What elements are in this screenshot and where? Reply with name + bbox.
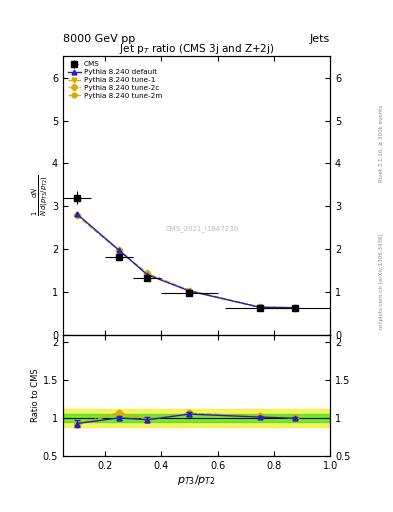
Line: Pythia 8.240 tune-2c: Pythia 8.240 tune-2c xyxy=(75,212,298,310)
Pythia 8.240 tune-1 xyxy=(293,305,298,311)
Pythia 8.240 tune-2c xyxy=(257,304,262,310)
Text: 8000 GeV pp: 8000 GeV pp xyxy=(63,33,135,44)
Pythia 8.240 tune-2m xyxy=(293,305,298,311)
Line: Pythia 8.240 tune-1: Pythia 8.240 tune-1 xyxy=(75,213,298,310)
Legend: CMS, Pythia 8.240 default, Pythia 8.240 tune-1, Pythia 8.240 tune-2c, Pythia 8.2: CMS, Pythia 8.240 default, Pythia 8.240 … xyxy=(66,59,164,101)
Pythia 8.240 tune-1 xyxy=(75,212,79,219)
Pythia 8.240 tune-2c xyxy=(293,305,298,311)
Line: Pythia 8.240 default: Pythia 8.240 default xyxy=(75,211,298,310)
X-axis label: $p_{T3}/p_{T2}$: $p_{T3}/p_{T2}$ xyxy=(177,473,216,487)
Pythia 8.240 tune-2m xyxy=(117,247,121,253)
Y-axis label: Ratio to CMS: Ratio to CMS xyxy=(31,368,40,422)
Text: Jets: Jets xyxy=(310,33,330,44)
Pythia 8.240 tune-2c xyxy=(187,287,192,293)
Pythia 8.240 default xyxy=(257,304,262,310)
Bar xyxy=(63,414,330,422)
Line: Pythia 8.240 tune-2m: Pythia 8.240 tune-2m xyxy=(75,213,298,310)
Y-axis label: $\frac{1}{N}\frac{dN}{d(p_{T3}/p_{T2})}$: $\frac{1}{N}\frac{dN}{d(p_{T3}/p_{T2})}$ xyxy=(31,175,50,216)
Pythia 8.240 tune-1 xyxy=(187,287,192,293)
Pythia 8.240 tune-2m xyxy=(75,212,79,218)
Title: Jet p$_T$ ratio (CMS 3j and Z+2j): Jet p$_T$ ratio (CMS 3j and Z+2j) xyxy=(119,42,274,56)
Bar xyxy=(63,409,330,427)
Pythia 8.240 tune-2c xyxy=(145,270,150,276)
Pythia 8.240 default xyxy=(293,305,298,311)
Text: CMS_2021_I1847230: CMS_2021_I1847230 xyxy=(165,225,239,232)
Pythia 8.240 default xyxy=(117,247,121,253)
Pythia 8.240 tune-2m xyxy=(257,304,262,310)
Pythia 8.240 tune-2m xyxy=(145,270,150,276)
Pythia 8.240 tune-2m xyxy=(187,287,192,293)
Pythia 8.240 tune-1 xyxy=(257,304,262,310)
Pythia 8.240 tune-1 xyxy=(117,248,121,254)
Pythia 8.240 default xyxy=(75,211,79,217)
Pythia 8.240 default xyxy=(145,272,150,278)
Pythia 8.240 tune-2c xyxy=(75,211,79,218)
Text: Rivet 3.1.10, ≥ 300k events: Rivet 3.1.10, ≥ 300k events xyxy=(379,105,384,182)
Text: mcplots.cern.ch [arXiv:1306.3436]: mcplots.cern.ch [arXiv:1306.3436] xyxy=(379,234,384,329)
Pythia 8.240 tune-1 xyxy=(145,271,150,277)
Pythia 8.240 default xyxy=(187,288,192,294)
Pythia 8.240 tune-2c xyxy=(117,247,121,253)
